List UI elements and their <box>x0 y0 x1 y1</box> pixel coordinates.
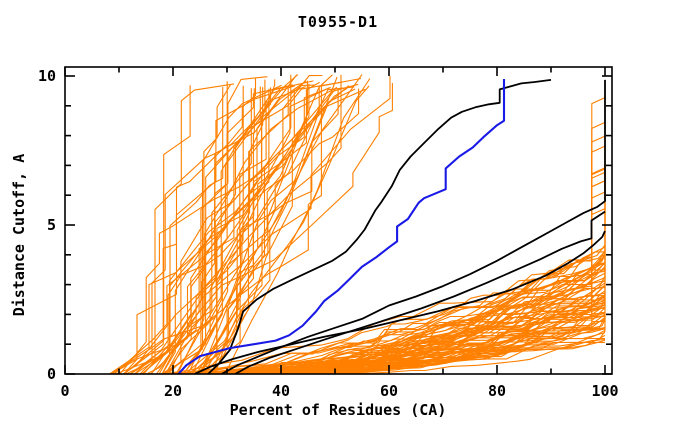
server-model-curve <box>188 121 606 374</box>
server-model-curve <box>184 85 370 374</box>
server-model-curve <box>203 294 606 374</box>
server-model-curve <box>163 268 606 374</box>
x-tick-label: 40 <box>272 382 290 400</box>
server-model-curve <box>203 74 323 374</box>
server-model-curve <box>234 254 605 374</box>
server-model-curve <box>129 84 315 374</box>
server-model-curve <box>284 312 606 374</box>
server-model-curve <box>134 85 306 374</box>
axis-ticks <box>64 67 612 375</box>
server-model-curve <box>141 86 261 374</box>
axis-tick-labels: 0 20 40 60 80 100 0 5 10 <box>38 67 619 400</box>
y-tick-label: 5 <box>47 216 56 234</box>
server-model-curve <box>150 88 270 374</box>
server-model-curve <box>165 87 338 374</box>
server-model-curve <box>272 255 606 374</box>
server-model-curve <box>162 84 282 374</box>
server-model-curve <box>161 81 228 374</box>
server-model-curve <box>115 83 235 374</box>
server-model-curve <box>214 80 308 374</box>
server-model-curve <box>178 75 391 374</box>
server-model-curve <box>161 76 268 374</box>
plot-frame <box>64 66 613 375</box>
highlighted-curves <box>177 79 606 374</box>
server-model-curve <box>123 78 257 374</box>
x-axis-label: Percent of Residues (CA) <box>230 401 447 419</box>
server-model-curve <box>301 156 606 374</box>
server-model-curve <box>195 79 276 374</box>
server-model-curve <box>198 74 292 374</box>
server-model-curve <box>161 87 282 374</box>
server-model-curve <box>111 85 244 374</box>
server-model-curve <box>119 86 331 374</box>
server-model-curve <box>288 284 606 374</box>
y-axis-label: Distance Cutoff, A <box>10 154 28 317</box>
server-model-curve <box>187 85 321 374</box>
x-tick-label: 100 <box>591 382 618 400</box>
x-tick-label: 60 <box>380 382 398 400</box>
x-tick-label: 80 <box>488 382 506 400</box>
server-model-curve <box>195 86 355 374</box>
server-model-curve <box>190 74 363 374</box>
server-model-curve <box>212 83 359 374</box>
blue-model-curve <box>177 79 506 374</box>
x-tick-label: 20 <box>164 382 182 400</box>
server-model-curve <box>191 77 338 374</box>
black-model-4-curve <box>194 230 606 374</box>
black-model-1-curve <box>207 79 552 374</box>
black-model-3-curve <box>234 210 606 374</box>
plot-title: T0955-D1 <box>298 13 378 31</box>
x-tick-label: 0 <box>60 382 69 400</box>
server-model-curve <box>202 266 606 374</box>
server-model-curve <box>193 180 606 374</box>
server-model-curve <box>210 87 330 374</box>
y-tick-label: 10 <box>38 67 56 85</box>
ensemble-curves <box>109 74 606 374</box>
y-tick-label: 0 <box>47 365 56 383</box>
